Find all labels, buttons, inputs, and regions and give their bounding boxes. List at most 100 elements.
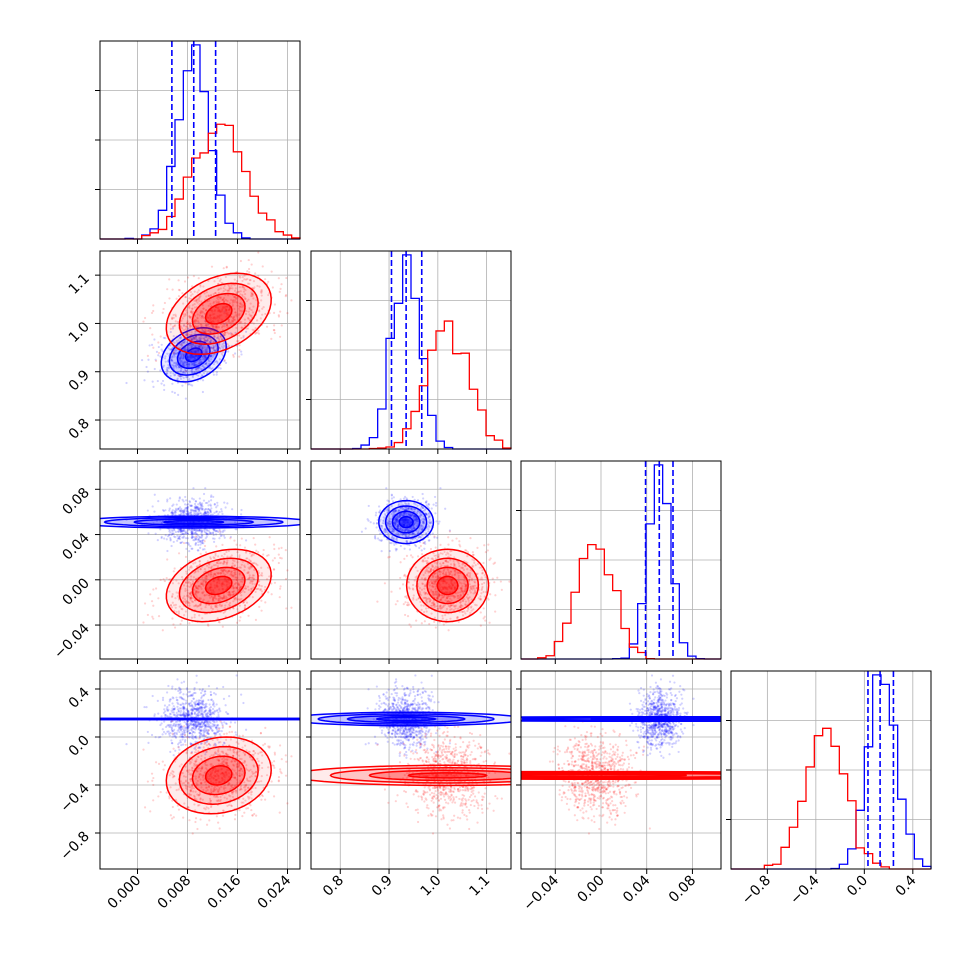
scatter-point [193, 337, 196, 340]
scatter-point [209, 302, 212, 305]
scatter-point [238, 604, 241, 607]
scatter-point [237, 339, 240, 343]
scatter-point [429, 547, 433, 551]
scatter-point [265, 325, 269, 328]
scatter-point [243, 318, 246, 321]
scatter-point [246, 270, 249, 273]
scatter-point [197, 537, 200, 540]
scatter-point [189, 310, 192, 313]
scatter-point [248, 308, 251, 311]
scatter-point [221, 597, 224, 601]
scatter-point [227, 350, 230, 353]
scatter-point [219, 530, 222, 533]
scatter-point [185, 333, 189, 337]
scatter-point [170, 595, 174, 599]
scatter-point [166, 535, 170, 538]
scatter-point [171, 513, 174, 516]
scatter-point [486, 549, 489, 552]
scatter-point [193, 350, 196, 354]
scatter-point [220, 596, 223, 599]
scatter-point [191, 580, 195, 583]
y-tick-label: 0.8 [66, 416, 93, 443]
scatter-point [230, 315, 233, 319]
scatter-point [195, 533, 198, 536]
scatter-point [217, 335, 220, 338]
scatter-point [194, 367, 197, 371]
scatter-point [238, 584, 241, 587]
scatter-point [201, 390, 204, 394]
scatter-point [200, 316, 203, 319]
scatter-point [194, 351, 197, 354]
scatter-point [241, 576, 244, 579]
scatter-point [234, 311, 237, 314]
scatter-point [231, 299, 234, 303]
scatter-point [174, 511, 177, 514]
scatter-point [267, 293, 270, 297]
scatter-point [193, 338, 196, 341]
scatter-point [198, 366, 201, 369]
scatter-point [186, 321, 189, 324]
scatter-point [166, 371, 169, 375]
scatter-point [187, 580, 190, 583]
scatter-point [191, 532, 194, 535]
scatter-point [198, 536, 202, 539]
scatter-point [233, 289, 237, 292]
scatter-point [257, 251, 260, 254]
scatter-point [212, 300, 216, 304]
scatter-point [197, 512, 200, 516]
contour-line [176, 340, 211, 370]
scatter-point [451, 539, 454, 542]
scatter-point [182, 352, 185, 356]
scatter-point [163, 384, 166, 387]
scatter-point [195, 354, 198, 357]
scatter-point [215, 360, 218, 363]
scatter-point [194, 528, 197, 532]
scatter-point [190, 345, 193, 349]
scatter-point [194, 367, 198, 371]
scatter-point [211, 325, 214, 328]
scatter-point [201, 548, 205, 551]
scatter-point [195, 536, 199, 539]
scatter-point [403, 547, 406, 550]
scatter-point [253, 286, 256, 289]
scatter-point [208, 360, 212, 363]
scatter-point [190, 311, 194, 315]
scatter-point [179, 370, 183, 373]
scatter-point [239, 293, 242, 296]
scatter-point [197, 344, 200, 348]
scatter-point [189, 350, 192, 353]
scatter-point [191, 362, 195, 365]
scatter-point [194, 585, 198, 588]
scatter-point [213, 557, 216, 560]
scatter-point [204, 348, 207, 351]
scatter-point [160, 382, 163, 385]
scatter-point [188, 566, 192, 569]
scatter-point [258, 285, 261, 288]
scatter-point [193, 509, 196, 513]
scatter-point [219, 310, 222, 313]
scatter-point [197, 543, 200, 547]
scatter-point [172, 512, 176, 515]
scatter-point [202, 351, 205, 354]
scatter-point [195, 349, 198, 352]
scatter-point [229, 332, 232, 335]
scatter-point [148, 344, 151, 347]
scatter-point [465, 549, 468, 552]
scatter-point [242, 286, 246, 289]
scatter-point [247, 267, 251, 271]
scatter-point [160, 536, 163, 540]
scatter-point [194, 337, 198, 340]
density-fill [185, 348, 202, 362]
scatter-point [192, 487, 195, 490]
scatter-point [238, 572, 241, 575]
scatter-point [174, 315, 177, 318]
scatter-point [192, 498, 195, 501]
scatter-point [194, 604, 198, 607]
scatter-point [423, 547, 426, 550]
scatter-point [250, 587, 253, 590]
scatter-point [171, 593, 174, 596]
scatter-point [238, 312, 241, 315]
scatter-point [170, 533, 173, 536]
scatter-point [201, 315, 204, 318]
scatter-point [179, 375, 182, 378]
